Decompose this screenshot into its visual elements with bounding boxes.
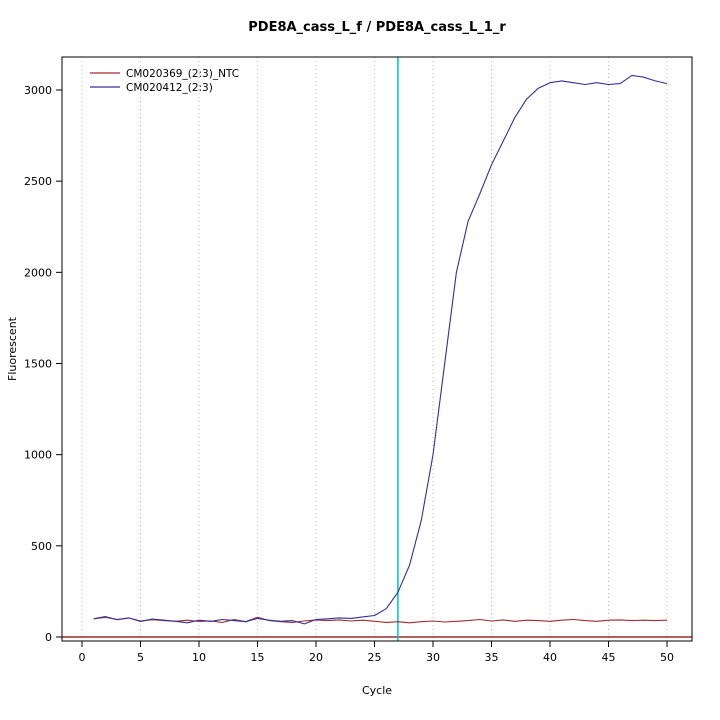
x-tick-label: 50 <box>660 651 674 664</box>
x-tick-label: 5 <box>137 651 144 664</box>
x-tick-label: 30 <box>426 651 440 664</box>
x-tick-label: 25 <box>368 651 382 664</box>
legend-label: CM020369_(2:3)_NTC <box>126 68 239 80</box>
y-tick-label: 2500 <box>24 175 52 188</box>
x-tick-label: 35 <box>485 651 499 664</box>
plot-border <box>61 56 693 642</box>
legend: CM020369_(2:3)_NTC CM020412_(2:3) <box>90 68 239 94</box>
y-tick-label: 0 <box>45 631 52 644</box>
x-tick-label: 15 <box>251 651 265 664</box>
x-tick-label: 0 <box>79 651 86 664</box>
y-tick-label: 2000 <box>24 266 52 279</box>
y-tick-label: 1500 <box>24 358 52 371</box>
x-axis-label: Cycle <box>362 684 392 697</box>
x-tick-label: 10 <box>192 651 206 664</box>
x-tick-label: 40 <box>543 651 557 664</box>
plot-area: 0 5 10 15 20 25 30 35 40 45 5005001000150020002500… <box>24 56 693 664</box>
legend-label: CM020412_(2:3) <box>126 82 213 94</box>
series-line-cm020369-2-3-ntc <box>93 616 668 624</box>
y-tick-label: 500 <box>31 540 52 553</box>
y-axis-label: Fluorescent <box>6 316 19 381</box>
y-tick-label: 1000 <box>24 449 52 462</box>
y-tick-label: 3000 <box>24 84 52 97</box>
series-line-cm020412-2-3- <box>93 74 668 625</box>
x-tick-label: 20 <box>309 651 323 664</box>
x-tick-label: 45 <box>602 651 616 664</box>
chart-title: PDE8A_cass_L_f / PDE8A_cass_L_1_r <box>248 20 506 35</box>
